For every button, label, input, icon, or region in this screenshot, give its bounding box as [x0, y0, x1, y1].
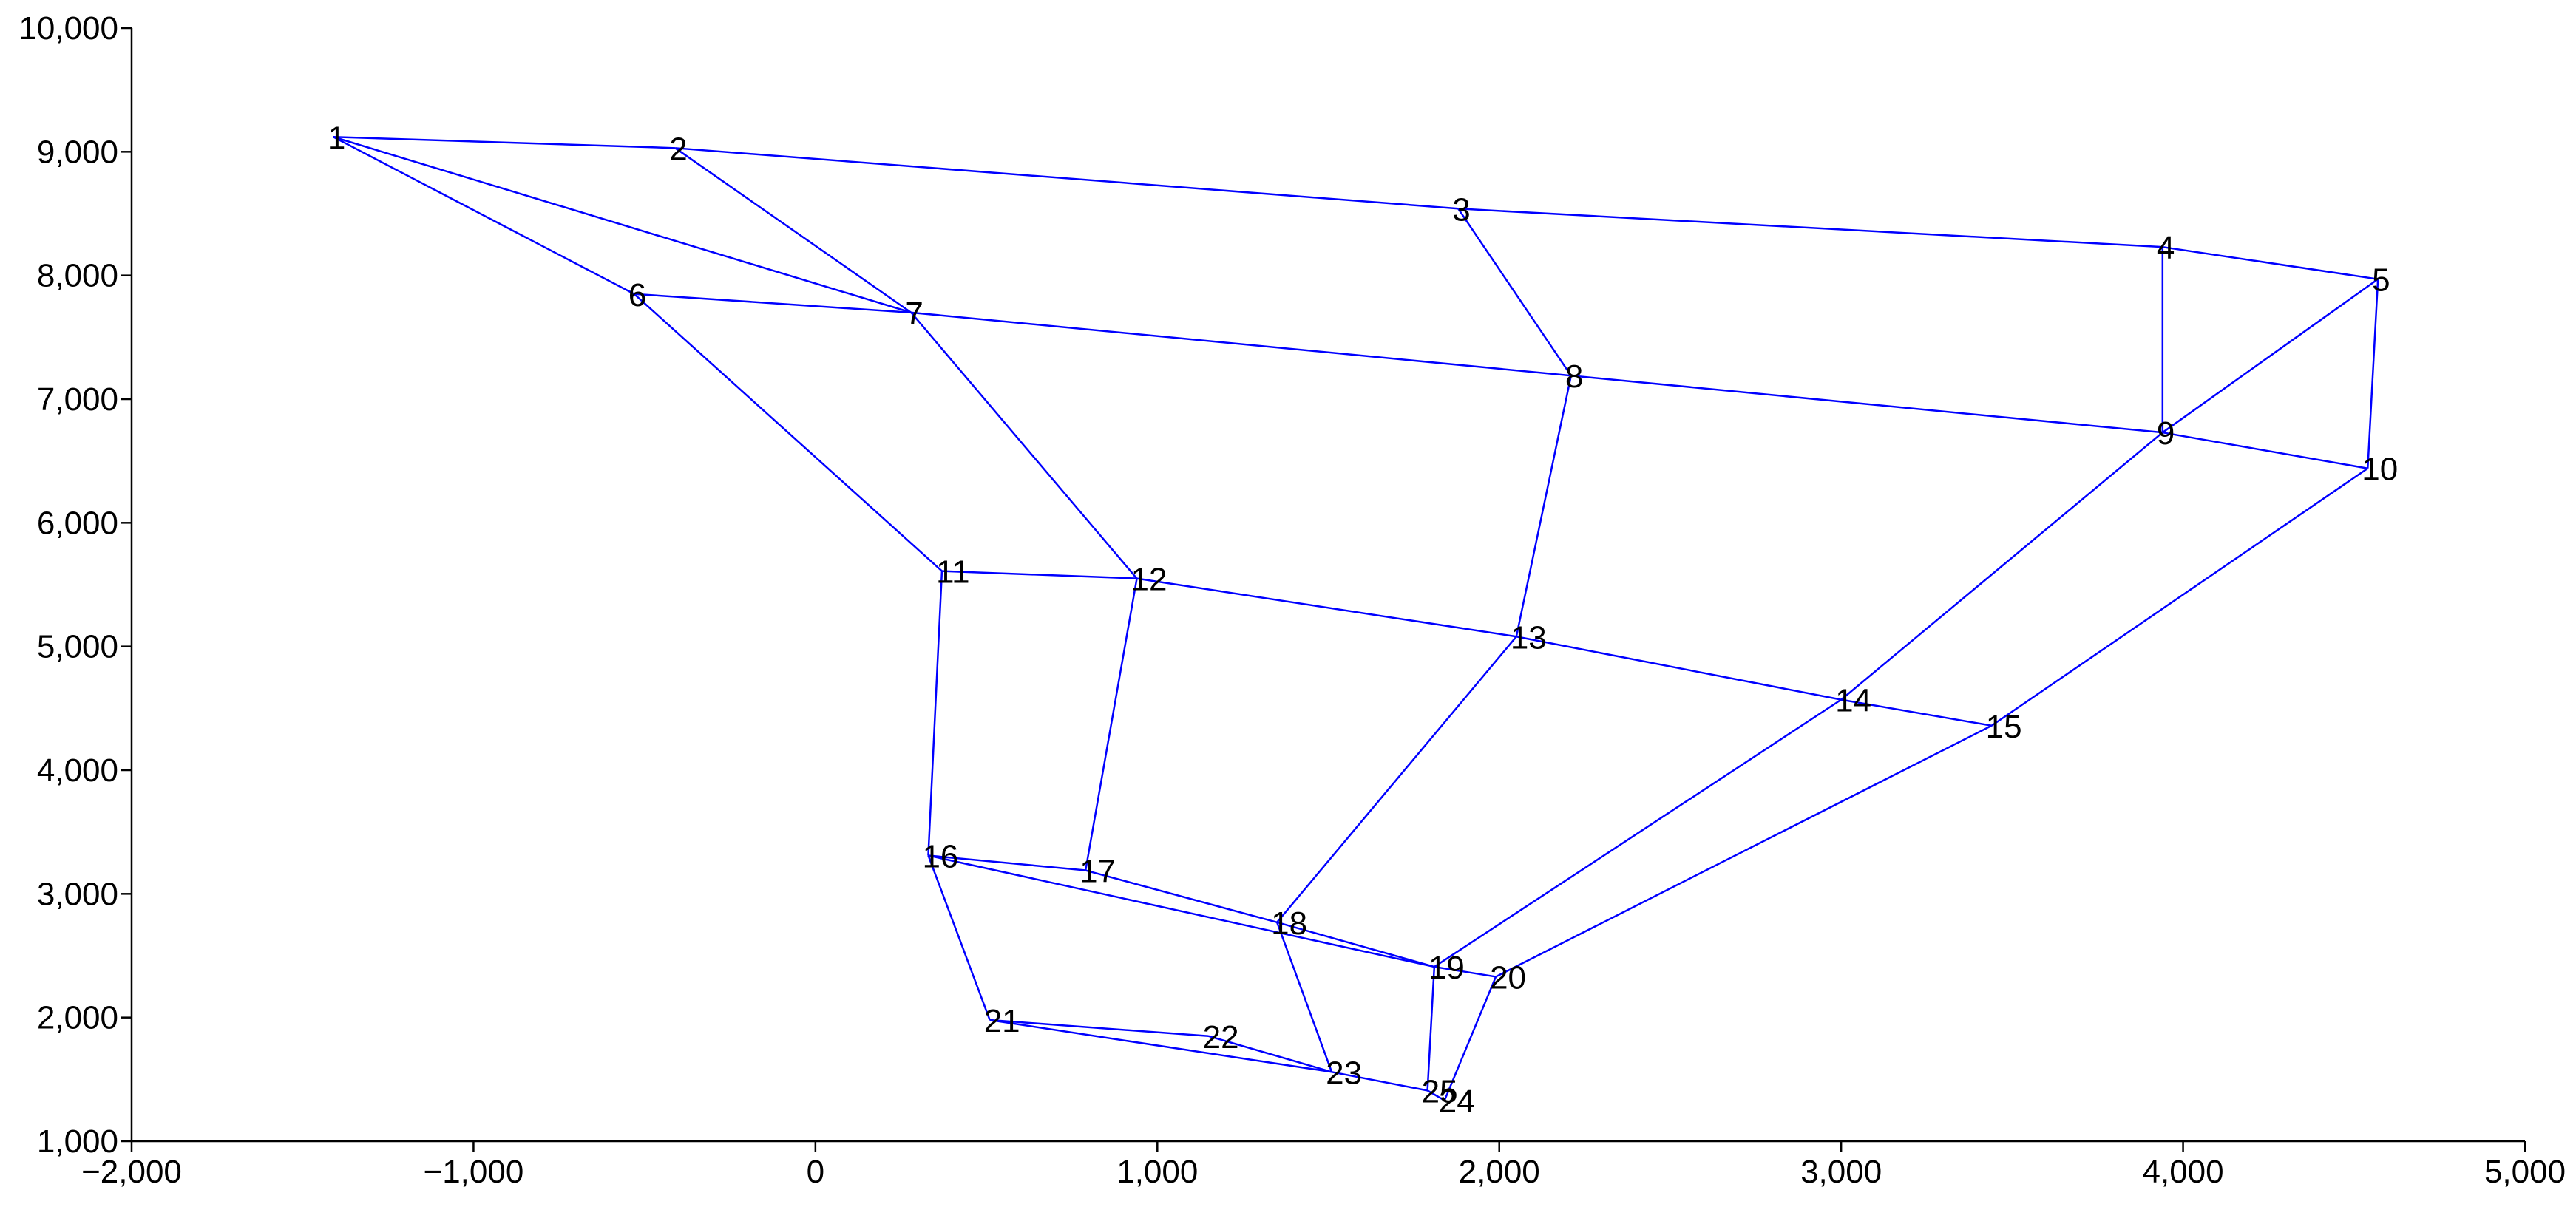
y-tick-label: 3,000	[37, 876, 118, 912]
node-label: 8	[1565, 358, 1583, 395]
edge	[928, 854, 1086, 871]
edge	[1443, 976, 1497, 1101]
node-label: 1	[328, 120, 345, 156]
edge	[674, 147, 912, 313]
edge	[1084, 578, 1138, 871]
node-label: 3	[1452, 191, 1470, 228]
node-label: 12	[1131, 562, 1167, 598]
node-label: 15	[1986, 709, 2022, 745]
node-label: 10	[2362, 452, 2398, 488]
edge	[1275, 922, 1333, 1072]
edge	[1276, 921, 1435, 968]
edge	[2367, 279, 2379, 469]
y-tick-label: 5,000	[37, 629, 118, 665]
edge	[1570, 374, 2163, 434]
edge	[989, 1019, 1209, 1038]
edge	[675, 147, 1459, 210]
node-label: 25	[1422, 1073, 1458, 1109]
x-tick-label: 4,000	[2143, 1154, 2224, 1190]
node-label: 5	[2372, 262, 2390, 299]
node-label: 17	[1079, 854, 1116, 890]
y-tick-label: 2,000	[37, 1000, 118, 1036]
y-tick-label: 4,000	[37, 752, 118, 789]
node-label: 7	[905, 296, 923, 332]
y-tick-label: 6,000	[37, 505, 118, 541]
edge	[333, 136, 676, 149]
node-label: 6	[628, 277, 646, 313]
edge	[911, 311, 1571, 377]
node-label: 14	[1835, 683, 1871, 719]
edge	[1840, 698, 1992, 727]
edge	[941, 570, 1137, 579]
edge	[633, 293, 943, 572]
node-label: 24	[1439, 1084, 1475, 1120]
edge	[1276, 636, 1517, 923]
edge	[1208, 1035, 1332, 1073]
x-tick-label: 0	[807, 1154, 824, 1190]
node-label: 11	[936, 554, 970, 591]
edge	[928, 854, 1435, 968]
edge	[1457, 208, 1572, 376]
edge	[333, 136, 912, 314]
y-tick-label: 1,000	[37, 1123, 118, 1160]
node-label: 16	[922, 838, 958, 874]
edge	[989, 1019, 1332, 1073]
edge	[2162, 431, 2368, 469]
edge	[1495, 724, 1993, 978]
node-label: 9	[2157, 415, 2175, 452]
edge	[927, 571, 943, 856]
node-label: 4	[2157, 230, 2175, 266]
x-tick-label: 2,000	[1459, 1154, 1540, 1190]
x-tick-label: 3,000	[1800, 1154, 1882, 1190]
edge	[1515, 375, 1573, 637]
node-label: 18	[1271, 905, 1307, 942]
node-label: 2	[669, 131, 687, 167]
edge	[1990, 467, 2368, 727]
edge	[1426, 1089, 1445, 1101]
y-tick-label: 9,000	[37, 134, 118, 170]
y-tick-label: 10,000	[18, 10, 118, 47]
edge	[1458, 208, 2163, 248]
node-label: 22	[1203, 1019, 1239, 1055]
edge	[333, 136, 635, 295]
node-label: 20	[1490, 959, 1526, 996]
x-tick-label: −1,000	[424, 1154, 524, 1190]
x-tick-label: 5,000	[2484, 1154, 2566, 1190]
edge	[2162, 245, 2379, 280]
edge	[1426, 966, 1436, 1091]
edge	[1331, 1071, 1428, 1092]
edge	[1516, 636, 1842, 701]
node-label: 19	[1428, 950, 1465, 986]
y-tick-label: 8,000	[37, 258, 118, 294]
x-tick-label: 1,000	[1116, 1154, 1198, 1190]
node-label: 13	[1511, 619, 1547, 656]
node-label: 23	[1326, 1055, 1362, 1091]
x-tick-label: −2,000	[81, 1154, 182, 1190]
edge	[927, 855, 991, 1021]
edge	[1085, 869, 1278, 924]
edge	[1434, 698, 1842, 968]
node-label: 21	[984, 1003, 1020, 1039]
edge	[2162, 278, 2379, 434]
edge	[634, 293, 912, 314]
edge	[1434, 965, 1497, 978]
edge	[1840, 432, 2163, 701]
y-tick-label: 7,000	[37, 381, 118, 418]
edge	[910, 312, 1138, 579]
edge	[1136, 577, 1517, 638]
